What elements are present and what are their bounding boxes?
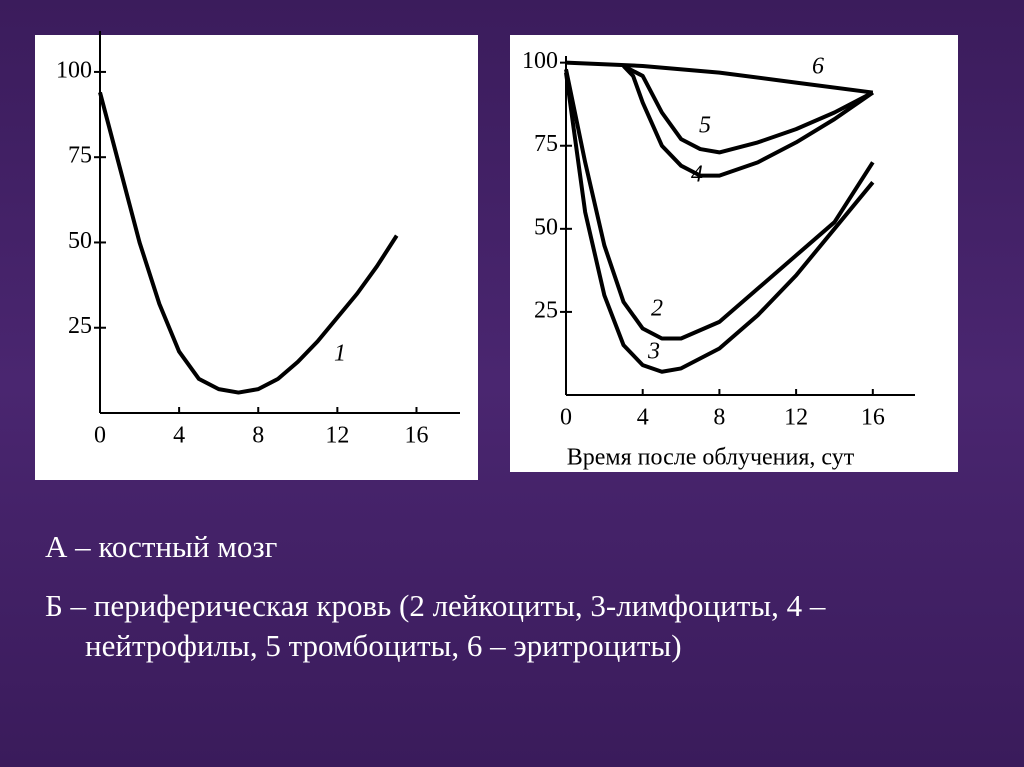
- curve-label: 5: [699, 113, 711, 139]
- y-tick-label: 100: [56, 57, 92, 83]
- y-tick-label: 25: [534, 297, 558, 323]
- x-tick-label: 0: [94, 423, 106, 449]
- panel-b: [510, 35, 958, 472]
- y-tick-label: 100: [522, 48, 558, 74]
- curve-label: 3: [647, 339, 660, 365]
- caption-b: Б – периферическая кровь (2 лейкоциты, 3…: [45, 588, 826, 663]
- x-tick-label: 8: [252, 423, 264, 449]
- caption-a: А – костный мозг: [45, 529, 278, 564]
- curve: [564, 72, 875, 374]
- curve-label: 2: [651, 296, 663, 322]
- curve: [565, 60, 874, 95]
- y-tick-label: 50: [534, 214, 558, 240]
- x-tick-label: 4: [173, 423, 185, 449]
- curve: [98, 91, 399, 395]
- x-tick-label: 0: [560, 405, 572, 431]
- curve-label: 4: [691, 162, 703, 188]
- x-tick-label: 12: [325, 423, 349, 449]
- curve-label: 1: [334, 341, 346, 367]
- curve: [622, 64, 874, 155]
- x-tick-label: 12: [784, 405, 808, 431]
- x-tick-label: 8: [713, 405, 725, 431]
- panel-a: [35, 35, 478, 480]
- curve: [622, 64, 874, 178]
- curve-label: 6: [812, 54, 824, 80]
- y-tick-label: 75: [534, 131, 558, 157]
- x-tick-label: 16: [861, 405, 885, 431]
- y-tick-label: 25: [68, 313, 92, 339]
- curve: [564, 68, 875, 341]
- x-tick-label: 16: [404, 423, 428, 449]
- y-tick-label: 50: [68, 228, 92, 254]
- y-tick-label: 75: [68, 143, 92, 169]
- x-tick-label: 4: [637, 405, 649, 431]
- x-axis-label: Время после облучения, сут: [567, 445, 855, 471]
